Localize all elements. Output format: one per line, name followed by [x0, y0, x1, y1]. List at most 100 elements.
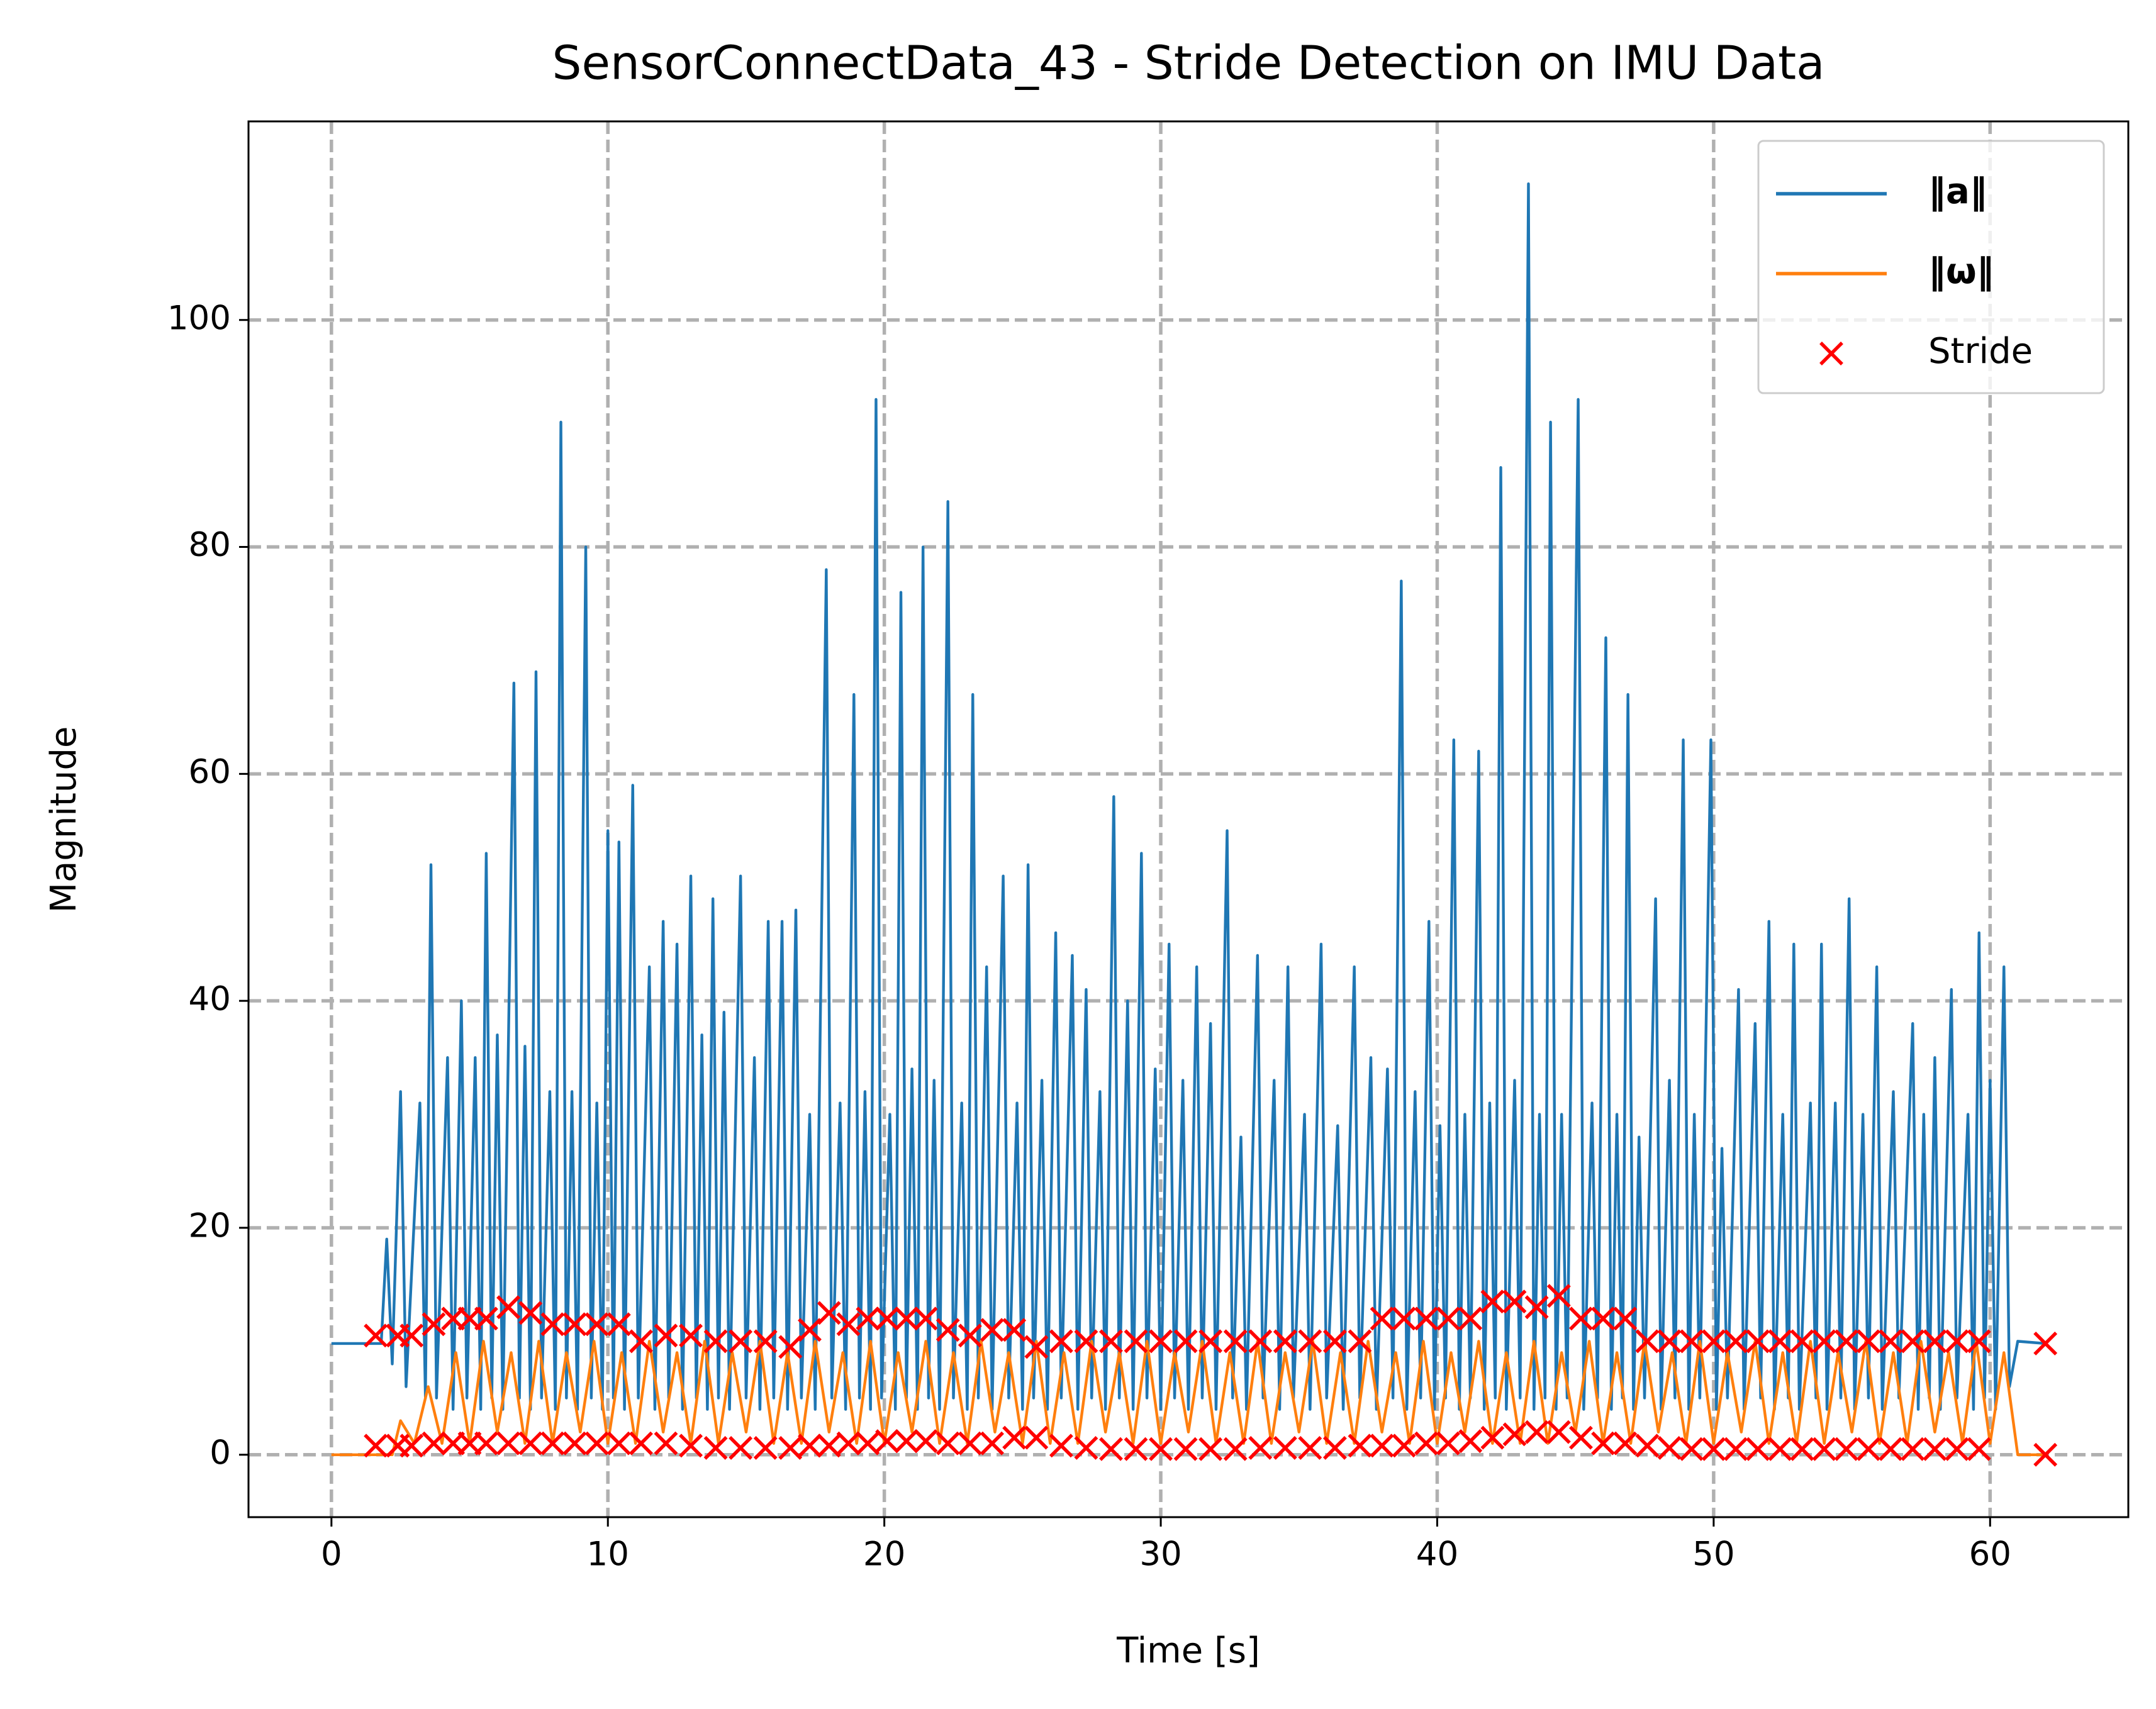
stride-marker: [1049, 1329, 1073, 1354]
stride-marker: [1049, 1433, 1073, 1458]
stride-marker: [1701, 1437, 1726, 1461]
stride-marker: [1502, 1289, 1527, 1314]
stride-marker: [1074, 1329, 1098, 1354]
stride-marker: [1173, 1329, 1198, 1354]
stride-marker: [1248, 1436, 1273, 1460]
stride-marker: [729, 1436, 753, 1460]
stride-marker: [1768, 1329, 1792, 1354]
legend-label: ‖a‖: [1928, 171, 1987, 212]
stride-marker: [1414, 1431, 1438, 1456]
legend-box: [1757, 140, 2105, 394]
stride-marker: [1524, 1295, 1549, 1320]
stride-marker: [1635, 1433, 1660, 1458]
stride-marker: [1679, 1437, 1704, 1461]
stride-marker: [817, 1433, 841, 1458]
stride-marker: [1173, 1437, 1198, 1461]
stride-marker: [1879, 1437, 1903, 1461]
plot-frame: [247, 120, 2130, 1518]
stride-marker: [2033, 1332, 2058, 1356]
stride-marker: [1392, 1306, 1416, 1331]
stride-marker: [836, 1312, 861, 1337]
stride-marker: [1124, 1437, 1148, 1461]
stride-marker: [798, 1433, 822, 1458]
stride-marker: [422, 1312, 446, 1337]
stride-marker: [1436, 1306, 1460, 1331]
stride-marker: [875, 1429, 899, 1454]
stride-marker: [364, 1433, 388, 1458]
stride-marker: [1724, 1329, 1748, 1354]
legend: ‖a‖ ‖ω‖ Stride: [1757, 140, 2105, 394]
stride-marker: [1679, 1329, 1704, 1354]
stride-marker: [1370, 1433, 1394, 1458]
stride-marker: [584, 1312, 609, 1337]
stride-marker: [1591, 1431, 1616, 1456]
stride-marker: [894, 1306, 919, 1331]
stride-marker: [856, 1306, 880, 1331]
stride-marker: [1198, 1329, 1223, 1354]
stride-marker: [1857, 1437, 1880, 1461]
y-tick-label: 60: [189, 753, 231, 791]
stride-marker: [1967, 1329, 1991, 1354]
stride-marker: [496, 1431, 520, 1456]
stride-marker: [1024, 1335, 1049, 1359]
stride-marker: [654, 1431, 678, 1456]
legend-label: ‖ω‖: [1928, 251, 1994, 292]
stride-marker: [496, 1295, 520, 1320]
y-tick-label: 100: [167, 299, 231, 337]
stride-marker: [422, 1431, 446, 1456]
stride-marker: [836, 1431, 861, 1456]
stride-marker: [629, 1329, 653, 1354]
stride-marker: [913, 1306, 938, 1331]
stride-marker: [518, 1301, 543, 1325]
stride-marker: [1502, 1422, 1527, 1447]
stride-marker: [1149, 1329, 1173, 1354]
stride-marker: [1348, 1329, 1372, 1354]
stride-marker: [1298, 1329, 1322, 1354]
stride-marker: [1223, 1437, 1248, 1461]
stride-marker: [1768, 1437, 1792, 1461]
stride-marker: [1414, 1306, 1438, 1331]
data-line: [331, 182, 2046, 1411]
stride-marker: [936, 1431, 960, 1456]
stride-marker: [1124, 1329, 1148, 1354]
stride-marker: [1569, 1306, 1593, 1331]
stride-marker: [778, 1335, 803, 1359]
stride-marker: [1480, 1425, 1505, 1450]
stride-marker: [1223, 1329, 1248, 1354]
stride-marker: [1273, 1436, 1297, 1460]
stride-marker: [1967, 1437, 1991, 1461]
stride-marker: [518, 1431, 543, 1456]
stride-marker: [1923, 1437, 1947, 1461]
y-tick-label: 40: [189, 980, 231, 1018]
x-tick-label: 30: [1139, 1535, 1181, 1574]
stride-marker: [703, 1436, 728, 1460]
stride-marker: [798, 1318, 822, 1342]
stride-marker: [1546, 1284, 1571, 1308]
stride-marker: [1879, 1329, 1903, 1354]
stride-marker: [1322, 1329, 1347, 1354]
stride-marker: [540, 1431, 565, 1456]
stride-marker: [980, 1318, 1004, 1342]
stride-marker: [1923, 1329, 1947, 1354]
stride-marker: [1790, 1437, 1814, 1461]
stride-marker: [958, 1431, 982, 1456]
stride-marker: [679, 1433, 703, 1458]
stride-marker: [629, 1431, 653, 1456]
x-tick-label: 50: [1692, 1535, 1734, 1574]
stride-marker: [654, 1323, 678, 1348]
y-tick-label: 20: [189, 1207, 231, 1245]
stride-marker: [1812, 1329, 1836, 1354]
stride-marker: [679, 1323, 703, 1348]
stride-marker: [1322, 1436, 1347, 1460]
stride-marker: [1273, 1329, 1297, 1354]
stride-marker: [474, 1431, 498, 1456]
stride-marker: [1099, 1329, 1123, 1354]
stride-marker: [1099, 1437, 1123, 1461]
stride-marker: [1901, 1437, 1925, 1461]
stride-marker: [936, 1318, 960, 1342]
stride-marker: [562, 1312, 587, 1337]
stride-marker: [1248, 1329, 1273, 1354]
stride-marker: [1298, 1436, 1322, 1460]
